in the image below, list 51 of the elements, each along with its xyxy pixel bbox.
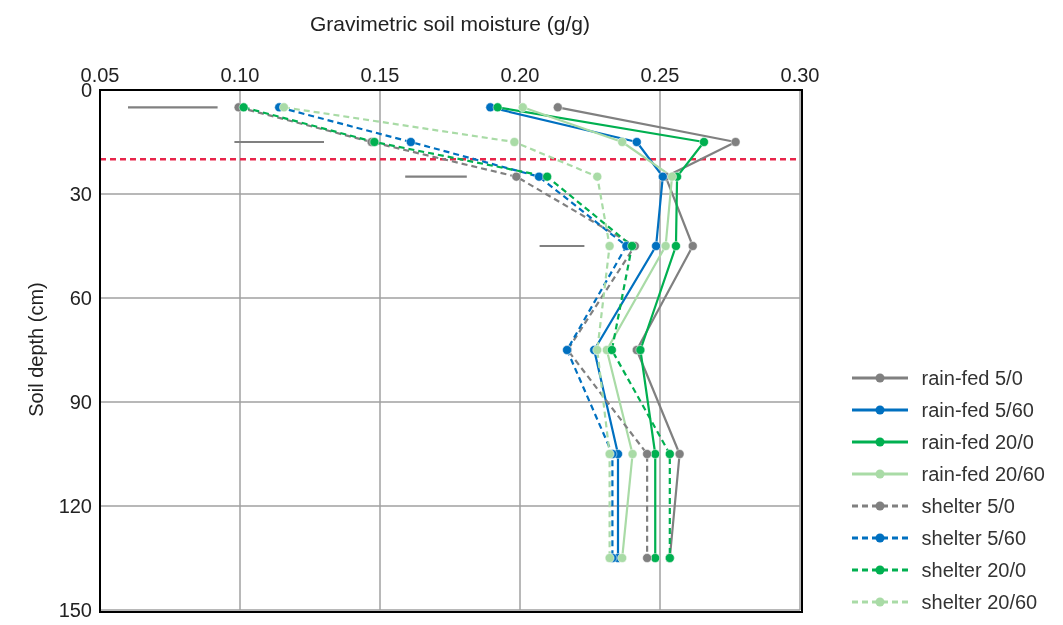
- point: [688, 241, 698, 251]
- point: [660, 241, 671, 251]
- y-tick-label: 30: [69, 183, 92, 206]
- y-axis-title: Soil depth (cm): [24, 281, 48, 419]
- y-tick-label: 90: [69, 391, 92, 414]
- point: [642, 449, 652, 459]
- point: [518, 102, 528, 113]
- point: [492, 102, 503, 113]
- point: [671, 241, 681, 251]
- point: [730, 137, 741, 147]
- point: [279, 102, 289, 113]
- point: [632, 137, 642, 147]
- point: [617, 553, 627, 563]
- point: [635, 345, 646, 355]
- point: [674, 449, 685, 459]
- legend-label: shelter 5/60: [921, 526, 1027, 550]
- y-tick-label: 60: [69, 287, 92, 310]
- point: [509, 137, 520, 147]
- point: [592, 345, 603, 355]
- point: [406, 137, 416, 147]
- point: [667, 171, 677, 182]
- point: [542, 171, 552, 182]
- x-tick-label: 0.20: [500, 64, 540, 86]
- y-tick-label: 120: [58, 495, 92, 518]
- point: [238, 102, 249, 113]
- point: [511, 171, 522, 182]
- point: [651, 241, 661, 251]
- point: [592, 171, 603, 182]
- point: [553, 102, 563, 113]
- x-axis-title: Gravimetric soil moisture (g/g): [308, 12, 592, 36]
- y-tick-label: 150: [58, 599, 92, 622]
- legend-label: shelter 5/0: [921, 494, 1015, 518]
- point: [604, 241, 615, 251]
- point: [627, 449, 638, 459]
- legend-label: rain-fed 20/60: [921, 462, 1045, 486]
- x-tick-label: 0.30: [780, 64, 820, 86]
- x-tick-label: 0.25: [640, 64, 680, 86]
- legend-label: shelter 20/60: [921, 590, 1038, 614]
- point: [617, 137, 627, 147]
- point: [699, 137, 709, 147]
- x-tick-label: 0.15: [360, 64, 400, 86]
- point: [642, 553, 652, 563]
- legend-label: shelter 20/0: [921, 558, 1027, 582]
- point: [650, 553, 660, 563]
- x-tick-label: 0.10: [220, 64, 260, 86]
- legend-label: rain-fed 5/60: [921, 398, 1034, 422]
- point: [607, 345, 617, 355]
- legend-label: rain-fed 20/0: [921, 430, 1034, 454]
- point: [665, 449, 675, 459]
- point: [650, 449, 660, 459]
- legend-label: rain-fed 5/0: [921, 366, 1023, 390]
